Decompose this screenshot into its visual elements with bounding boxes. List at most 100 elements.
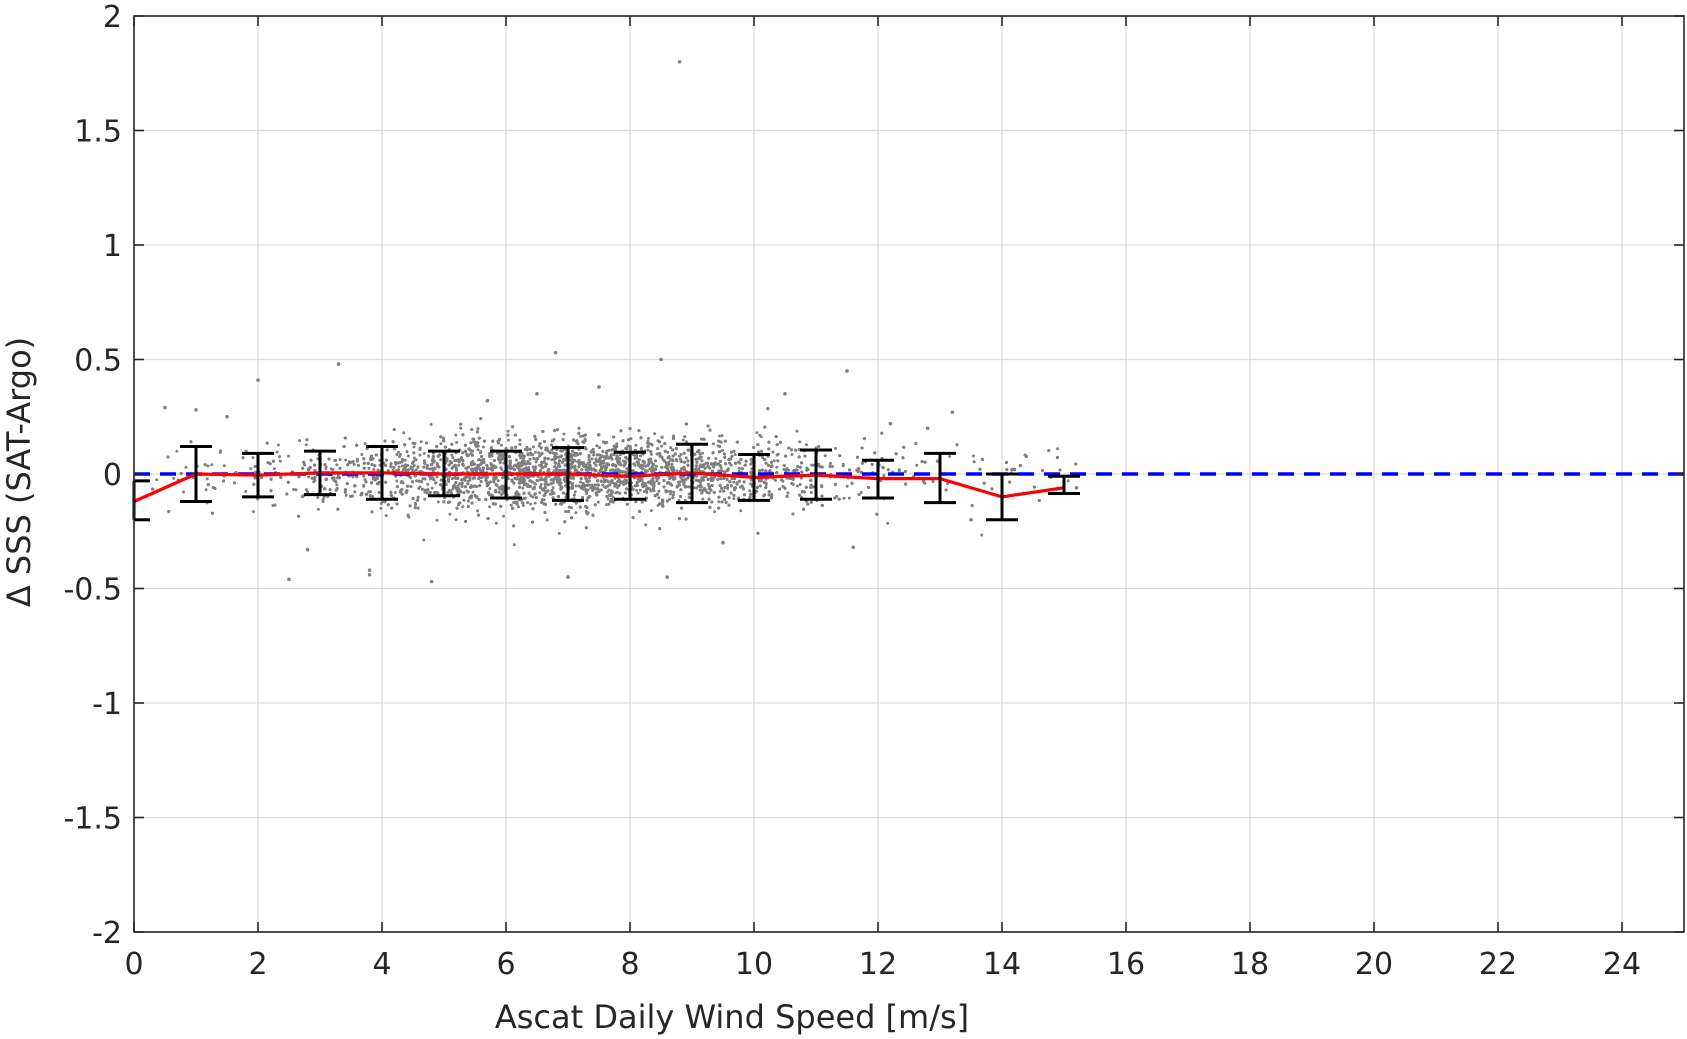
scatter-point xyxy=(717,469,721,473)
scatter-point xyxy=(451,477,454,481)
scatter-point xyxy=(450,453,454,457)
scatter-point xyxy=(729,463,733,467)
scatter-point xyxy=(798,483,802,486)
scatter-point xyxy=(488,505,492,509)
scatter-point xyxy=(640,446,643,450)
scatter-point xyxy=(597,453,601,457)
scatter-point xyxy=(946,482,949,485)
scatter-point xyxy=(471,437,475,441)
scatter-point xyxy=(886,521,890,525)
scatter-point xyxy=(772,459,776,463)
scatter-point xyxy=(471,490,475,494)
scatter-point xyxy=(272,467,276,471)
scatter-point xyxy=(775,465,779,469)
scatter-point xyxy=(184,465,188,469)
scatter-point xyxy=(312,480,316,484)
scatter-point xyxy=(635,456,639,460)
scatter-point xyxy=(335,463,339,467)
scatter-point xyxy=(533,485,536,489)
scatter-point xyxy=(579,434,582,438)
scatter-point xyxy=(422,459,426,463)
scatter-point xyxy=(360,453,364,456)
scatter-point xyxy=(684,456,688,460)
scatter-point xyxy=(859,490,863,494)
scatter-point xyxy=(412,464,416,468)
scatter-point xyxy=(466,479,470,483)
scatter-point xyxy=(667,469,671,473)
scatter-point xyxy=(451,487,455,491)
scatter-point xyxy=(646,448,650,452)
scatter-point xyxy=(249,467,253,471)
scatter-point xyxy=(518,442,522,446)
scatter-point xyxy=(210,463,214,467)
scatter-point xyxy=(448,512,452,516)
scatter-point xyxy=(455,440,459,444)
scatter-point xyxy=(668,497,672,501)
scatter-point xyxy=(422,451,426,455)
scatter-point xyxy=(526,501,530,505)
scatter-point xyxy=(458,482,462,486)
scatter-point xyxy=(244,490,248,493)
scatter-point xyxy=(569,506,573,510)
scatter-point xyxy=(768,469,772,473)
scatter-point xyxy=(367,466,371,470)
scatter-point xyxy=(649,460,653,464)
scatter-point xyxy=(625,467,629,471)
scatter-point xyxy=(657,496,661,500)
scatter-point xyxy=(771,450,775,454)
scatter-point xyxy=(533,501,537,505)
scatter-point xyxy=(415,479,419,483)
scatter-point xyxy=(638,488,642,492)
scatter-point xyxy=(718,489,722,493)
scatter-point xyxy=(719,477,723,481)
scatter-point xyxy=(222,464,226,468)
scatter-point xyxy=(501,476,505,480)
scatter-point xyxy=(316,496,320,499)
scatter-point xyxy=(419,440,423,444)
scatter-point xyxy=(579,480,583,484)
scatter-point xyxy=(462,498,466,502)
scatter-point xyxy=(294,488,298,492)
scatter-point xyxy=(810,463,814,467)
scatter-point xyxy=(649,509,653,513)
scatter-point xyxy=(666,450,670,454)
scatter-point xyxy=(592,461,596,465)
scatter-point xyxy=(425,466,429,470)
scatter-point xyxy=(683,435,687,439)
scatter-point xyxy=(588,460,592,464)
scatter-point xyxy=(406,454,410,458)
scatter-point xyxy=(436,500,440,504)
scatter-point xyxy=(717,500,721,504)
scatter-point xyxy=(429,463,433,466)
scatter-point xyxy=(551,486,555,490)
scatter-point xyxy=(395,479,399,483)
scatter-point xyxy=(823,454,827,458)
scatter-point xyxy=(915,463,919,467)
scatter-point xyxy=(847,496,851,500)
scatter-point xyxy=(739,509,743,513)
scatter-point xyxy=(422,538,426,542)
scatter-point xyxy=(622,483,626,487)
scatter-point xyxy=(805,443,808,447)
scatter-point xyxy=(650,443,654,447)
scatter-point xyxy=(605,454,609,458)
scatter-point xyxy=(672,490,676,494)
scatter-point xyxy=(597,446,601,450)
scatter-point xyxy=(399,452,402,456)
scatter-point xyxy=(534,460,538,464)
scatter-point xyxy=(545,518,549,522)
scatter-point xyxy=(362,474,366,478)
scatter-point xyxy=(595,444,599,448)
scatter-point xyxy=(737,466,741,470)
scatter-point xyxy=(396,450,400,454)
scatter-point xyxy=(377,491,381,494)
scatter-point xyxy=(615,442,619,446)
scatter-point xyxy=(507,438,510,442)
scatter-point xyxy=(287,454,291,458)
scatter-point xyxy=(175,449,179,453)
scatter-point xyxy=(408,437,412,441)
scatter-point xyxy=(205,477,209,481)
scatter-point xyxy=(379,506,383,510)
scatter-point xyxy=(353,490,357,494)
